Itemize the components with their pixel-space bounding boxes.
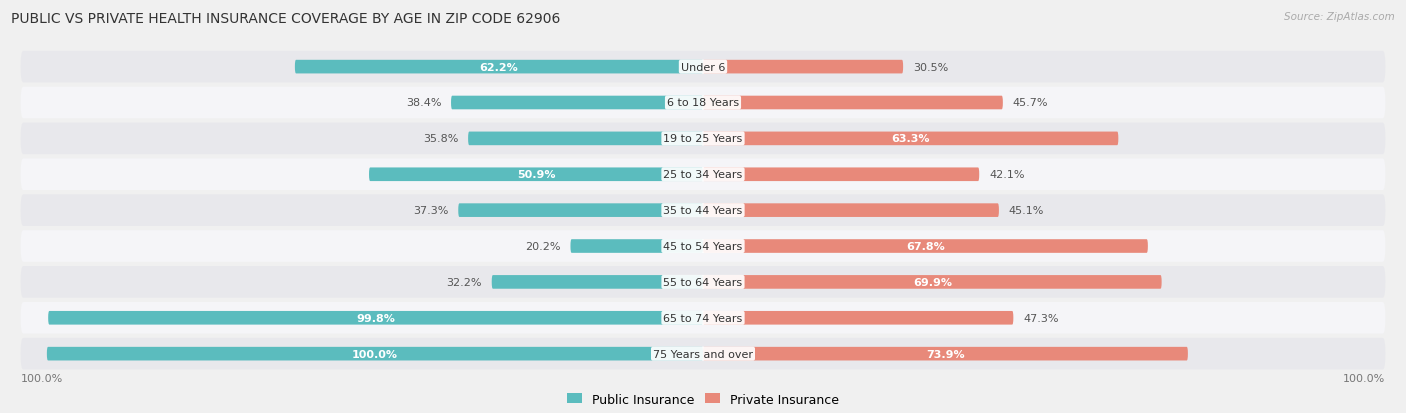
FancyBboxPatch shape (21, 338, 1385, 370)
Text: 50.9%: 50.9% (517, 170, 555, 180)
FancyBboxPatch shape (703, 204, 998, 217)
Text: 69.9%: 69.9% (912, 277, 952, 287)
Text: 35 to 44 Years: 35 to 44 Years (664, 206, 742, 216)
FancyBboxPatch shape (368, 168, 703, 182)
FancyBboxPatch shape (571, 240, 703, 253)
Text: 65 to 74 Years: 65 to 74 Years (664, 313, 742, 323)
Text: 55 to 64 Years: 55 to 64 Years (664, 277, 742, 287)
FancyBboxPatch shape (21, 266, 1385, 298)
Text: 67.8%: 67.8% (905, 242, 945, 252)
FancyBboxPatch shape (492, 275, 703, 289)
Text: Under 6: Under 6 (681, 62, 725, 72)
Text: 19 to 25 Years: 19 to 25 Years (664, 134, 742, 144)
Text: 73.9%: 73.9% (927, 349, 965, 359)
Text: 25 to 34 Years: 25 to 34 Years (664, 170, 742, 180)
Text: 99.8%: 99.8% (356, 313, 395, 323)
Text: 37.3%: 37.3% (413, 206, 449, 216)
Text: 30.5%: 30.5% (912, 62, 948, 72)
Text: PUBLIC VS PRIVATE HEALTH INSURANCE COVERAGE BY AGE IN ZIP CODE 62906: PUBLIC VS PRIVATE HEALTH INSURANCE COVER… (11, 12, 561, 26)
Text: 63.3%: 63.3% (891, 134, 929, 144)
Text: 35.8%: 35.8% (423, 134, 458, 144)
Text: Source: ZipAtlas.com: Source: ZipAtlas.com (1284, 12, 1395, 22)
Legend: Public Insurance, Private Insurance: Public Insurance, Private Insurance (562, 388, 844, 411)
FancyBboxPatch shape (295, 61, 703, 74)
Text: 45 to 54 Years: 45 to 54 Years (664, 242, 742, 252)
Text: 32.2%: 32.2% (446, 277, 482, 287)
FancyBboxPatch shape (48, 311, 703, 325)
Text: 47.3%: 47.3% (1024, 313, 1059, 323)
FancyBboxPatch shape (21, 52, 1385, 83)
FancyBboxPatch shape (468, 132, 703, 146)
Text: 6 to 18 Years: 6 to 18 Years (666, 98, 740, 108)
Text: 62.2%: 62.2% (479, 62, 519, 72)
FancyBboxPatch shape (451, 97, 703, 110)
FancyBboxPatch shape (21, 123, 1385, 155)
FancyBboxPatch shape (703, 311, 1014, 325)
Text: 100.0%: 100.0% (1343, 373, 1385, 383)
Text: 100.0%: 100.0% (21, 373, 63, 383)
Text: 45.7%: 45.7% (1012, 98, 1049, 108)
FancyBboxPatch shape (21, 195, 1385, 226)
FancyBboxPatch shape (703, 132, 1118, 146)
FancyBboxPatch shape (703, 275, 1161, 289)
FancyBboxPatch shape (703, 168, 979, 182)
Text: 20.2%: 20.2% (524, 242, 561, 252)
FancyBboxPatch shape (21, 302, 1385, 334)
FancyBboxPatch shape (46, 347, 703, 361)
FancyBboxPatch shape (703, 347, 1188, 361)
Text: 75 Years and over: 75 Years and over (652, 349, 754, 359)
FancyBboxPatch shape (21, 231, 1385, 262)
FancyBboxPatch shape (703, 240, 1147, 253)
Text: 100.0%: 100.0% (352, 349, 398, 359)
FancyBboxPatch shape (703, 97, 1002, 110)
FancyBboxPatch shape (21, 88, 1385, 119)
FancyBboxPatch shape (458, 204, 703, 217)
Text: 45.1%: 45.1% (1008, 206, 1045, 216)
Text: 42.1%: 42.1% (988, 170, 1025, 180)
FancyBboxPatch shape (703, 61, 903, 74)
Text: 38.4%: 38.4% (406, 98, 441, 108)
FancyBboxPatch shape (21, 159, 1385, 190)
